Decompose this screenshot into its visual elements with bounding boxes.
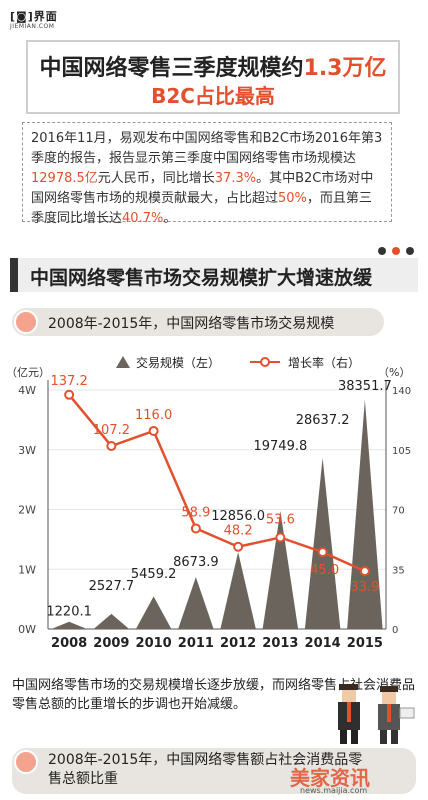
bar-triangle <box>51 621 87 629</box>
growth-point <box>64 389 75 400</box>
watermark-url: news.maijia.com <box>300 786 368 795</box>
y-right-axis-label: （%） <box>378 366 410 379</box>
growth-value-label: 107.2 <box>93 423 130 438</box>
intro-value-4: 40.7% <box>122 211 164 226</box>
y-right-tick-label: 105 <box>392 446 411 457</box>
intro-value-2: 37.3% <box>214 171 257 186</box>
intro-text-3: 。其中B2C市场对中国网络零售市场的规模贡献最大，占比超过 <box>31 171 374 206</box>
bar-value-label: 2527.7 <box>89 579 135 594</box>
y-right-tick-label: 35 <box>392 565 405 576</box>
legend-bars-icon <box>116 356 130 368</box>
bar-triangle <box>262 510 299 629</box>
bar-value-label: 5459.2 <box>131 567 177 582</box>
y-left-tick-label: 3W <box>18 444 36 457</box>
growth-value-label: 58.9 <box>181 505 210 520</box>
carousel-dots <box>372 240 414 259</box>
bar-triangle <box>304 457 341 629</box>
bar-value-label: 8673.9 <box>173 555 219 570</box>
intro-value-1: 12978.5亿 <box>31 171 98 186</box>
x-tick-label: 2012 <box>220 636 256 651</box>
next-subsection-title: 2008年-2015年，中国网络零售额占社会消费品零售总额比重 <box>48 752 363 787</box>
carousel-dot-active[interactable] <box>392 247 400 255</box>
bar-value-label: 19749.8 <box>253 439 307 454</box>
section-title: 中国网络零售市场交易规模扩大增速放缓 <box>30 267 373 289</box>
growth-point <box>275 532 286 543</box>
growth-point <box>190 523 201 534</box>
x-tick-label: 2011 <box>178 636 214 651</box>
growth-value-label: 116.0 <box>135 408 172 423</box>
brand-url: JIEMIAN.COM <box>10 23 55 30</box>
y-left-tick-label: 1W <box>18 563 36 576</box>
growth-value-label: 45.0 <box>310 563 339 578</box>
headline-prefix: 中国网络零售三季度规模约 <box>39 56 304 81</box>
y-right-tick-label: 70 <box>392 506 405 517</box>
bar-triangle <box>220 552 256 629</box>
headline-line2: B2C占比最高 <box>151 84 275 108</box>
market-chart: 0W 1W 2W 3W 4W 0 35 70 105 140 （亿元） （%） 交易规模（左） 增长率（右… <box>6 355 411 651</box>
bullet-dot-icon <box>14 750 38 774</box>
growth-value-label: 48.2 <box>224 524 253 539</box>
y-left-tick-label: 0W <box>18 623 36 636</box>
growth-point <box>317 547 328 558</box>
headline-line1: 中国网络零售三季度规模约1.3万亿 <box>28 50 398 82</box>
carousel-dot[interactable] <box>406 247 414 255</box>
bullet-dot-icon <box>14 310 38 334</box>
x-tick-label: 2014 <box>305 636 341 651</box>
x-tick-label: 2015 <box>347 636 383 651</box>
bar-value-label: 28637.2 <box>296 413 350 428</box>
next-subsection-pill: 2008年-2015年，中国网络零售额占社会消费品零售总额比重 <box>12 748 416 794</box>
headline-box: 中国网络零售三季度规模约1.3万亿 B2C占比最高 <box>26 40 400 114</box>
brand-logo: [◙]界面 JIEMIAN.COM <box>10 8 80 34</box>
y-right-tick-label: 140 <box>392 386 411 397</box>
x-tick-label: 2010 <box>136 636 172 651</box>
growth-line <box>68 393 366 573</box>
y-right-tick-label: 0 <box>392 625 398 636</box>
y-left-tick-label: 2W <box>18 504 36 517</box>
bar-value-label: 38351.7 <box>338 379 392 394</box>
growth-point <box>106 440 117 451</box>
intro-text-1: 2016年11月，易观发布中国网络零售和B2C市场2016年第3季度的报告，报告… <box>31 131 383 166</box>
growth-value-label: 53.6 <box>266 512 295 527</box>
growth-point <box>148 425 159 436</box>
brand-mark: [◙]界面 <box>10 10 58 23</box>
intro-value-3: 50% <box>278 191 307 206</box>
bar-value-label: 12856.0 <box>211 509 265 524</box>
legend-line-label: 增长率（右） <box>288 355 360 370</box>
intro-text-5: 。 <box>163 211 177 226</box>
bar-triangle <box>135 596 172 629</box>
x-tick-label: 2013 <box>262 636 298 651</box>
legend-marker-icon <box>260 357 270 367</box>
x-tick-label: 2009 <box>93 636 129 651</box>
bar-triangle <box>93 613 130 629</box>
y-left-axis-label: （亿元） <box>6 366 50 379</box>
intro-paragraph: 2016年11月，易观发布中国网络零售和B2C市场2016年第3季度的报告，报告… <box>22 122 392 226</box>
subsection-pill: 2008年-2015年，中国网络零售市场交易规模 <box>12 308 384 336</box>
intro-text-4: ，而且第三季度同比增长达 <box>31 191 372 226</box>
growth-point <box>359 566 370 577</box>
intro-text-2: 元人民币，同比增长 <box>97 171 215 186</box>
growth-point <box>233 541 244 552</box>
headline-highlight: 1.3万亿 <box>303 56 387 81</box>
growth-value-label: 33.9 <box>350 580 379 595</box>
section-header: 中国网络零售市场交易规模扩大增速放缓 <box>10 258 418 292</box>
legend-bars-label: 交易规模（左） <box>136 355 220 370</box>
bar-triangle <box>178 577 214 629</box>
bar-triangle <box>347 399 383 629</box>
y-left-tick-label: 4W <box>18 384 36 397</box>
section-accent-bar <box>10 258 18 292</box>
subsection-title: 2008年-2015年，中国网络零售市场交易规模 <box>48 316 335 332</box>
carousel-dot[interactable] <box>378 247 386 255</box>
watermark-text: 美家资讯 <box>290 766 370 790</box>
businessmen-illustration-icon <box>338 684 415 744</box>
growth-value-label: 137.2 <box>51 374 88 389</box>
bar-value-label: 1220.1 <box>46 605 92 620</box>
chart-caption: 中国网络零售市场的交易规模增长逐步放缓，而网络零售占社会消费品零售总额的比重增长… <box>12 678 416 712</box>
x-tick-label: 2008 <box>51 636 87 651</box>
